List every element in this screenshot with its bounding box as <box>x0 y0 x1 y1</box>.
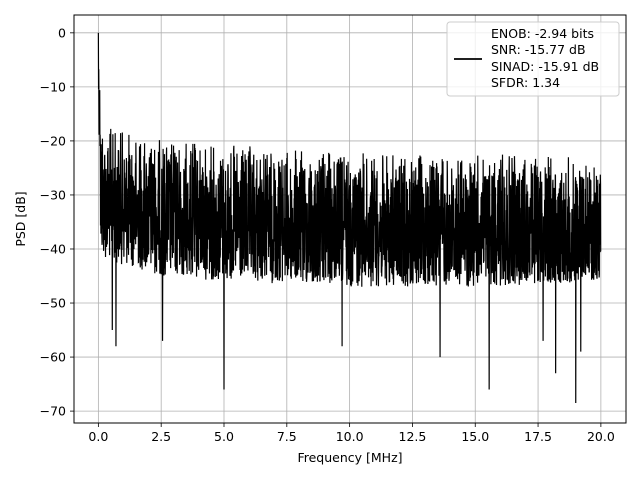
x-axis-label: Frequency [MHz] <box>297 450 402 465</box>
legend-entry-sfdr: SFDR: 1.34 <box>491 75 560 90</box>
x-tick-label: 10.0 <box>336 429 364 444</box>
x-tick-label: 0.0 <box>88 429 108 444</box>
x-tick-label: 15.0 <box>461 429 489 444</box>
y-axis: 0 −10 −20 −30 −40 −50 −60 −70 <box>40 25 74 419</box>
legend-entry-snr: SNR: -15.77 dB <box>491 42 586 57</box>
series-layer <box>97 32 602 404</box>
legend-box <box>446 21 620 97</box>
legend-entry-enob: ENOB: -2.94 bits <box>491 26 594 41</box>
x-tick-label: 2.5 <box>151 429 171 444</box>
y-tick-label: −20 <box>40 133 66 148</box>
y-tick-label: −50 <box>40 296 66 311</box>
y-tick-label: −70 <box>40 404 66 419</box>
y-tick-label: −30 <box>40 187 66 202</box>
x-tick-label: 20.0 <box>587 429 615 444</box>
y-tick-label: −40 <box>40 241 66 256</box>
y-axis-label: PSD [dB] <box>13 191 28 246</box>
legend: ENOB: -2.94 bits SNR: -15.77 dB SINAD: -… <box>446 21 620 97</box>
x-axis: 0.0 2.5 5.0 7.5 10.0 12.5 15.0 17.5 20.0 <box>88 423 615 444</box>
y-tick-label: −60 <box>40 350 66 365</box>
x-tick-label: 7.5 <box>277 429 297 444</box>
x-tick-label: 12.5 <box>399 429 427 444</box>
x-tick-label: 5.0 <box>214 429 234 444</box>
y-tick-label: 0 <box>58 25 66 40</box>
psd-series-line <box>97 32 602 404</box>
legend-entry-sinad: SINAD: -15.91 dB <box>491 59 599 74</box>
x-tick-label: 17.5 <box>524 429 552 444</box>
y-tick-label: −10 <box>40 79 66 94</box>
